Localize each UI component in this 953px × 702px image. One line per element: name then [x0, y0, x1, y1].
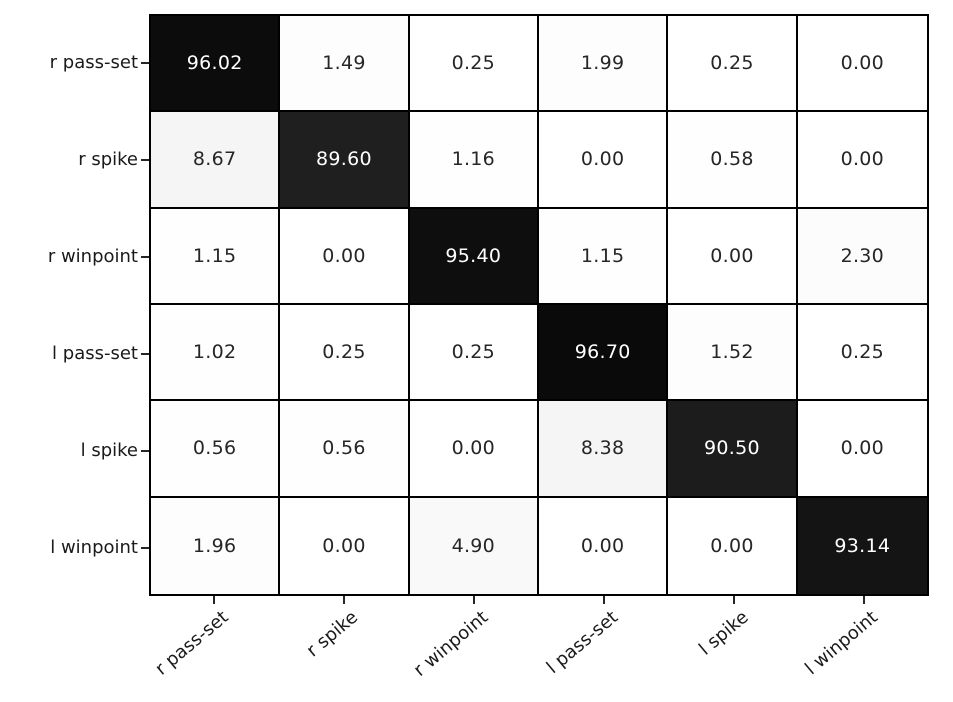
y-tick-label: l winpoint — [50, 536, 138, 558]
x-tick-label: r spike — [302, 606, 363, 662]
matrix-cell: 0.00 — [280, 208, 410, 305]
matrix-cell: 8.38 — [538, 401, 669, 498]
matrix-cell: 1.99 — [538, 16, 669, 113]
cell-value: 0.56 — [192, 437, 237, 460]
cell-value: 1.99 — [580, 52, 625, 75]
y-tick-label: l spike — [80, 439, 138, 461]
y-tick-mark — [141, 61, 149, 64]
cell-value: 0.56 — [322, 437, 366, 460]
matrix-cell: 93.14 — [797, 497, 927, 594]
matrix-cell: 89.60 — [280, 112, 410, 209]
cell-value: 93.14 — [834, 534, 891, 557]
matrix-cell: 0.56 — [151, 401, 281, 498]
x-tick-mark — [603, 596, 605, 604]
cell-value: 0.00 — [840, 52, 885, 75]
cell-value: 96.02 — [186, 52, 243, 75]
matrix-cell: 96.70 — [538, 305, 669, 402]
y-tick-label: l pass-set — [52, 342, 138, 364]
cell-value: 0.00 — [451, 437, 496, 460]
matrix-cell: 0.00 — [538, 497, 669, 594]
cell-value: 0.00 — [580, 148, 625, 171]
cell-value: 1.52 — [710, 341, 754, 364]
matrix-cell: 1.02 — [151, 305, 281, 402]
cell-value: 1.02 — [192, 341, 237, 364]
x-tick-mark — [733, 596, 735, 604]
cell-value: 0.25 — [451, 52, 496, 75]
matrix-cell: 1.16 — [409, 112, 539, 209]
cell-value: 1.96 — [192, 534, 237, 557]
y-tick-label: r spike — [78, 148, 138, 170]
matrix-cell: 2.30 — [797, 208, 927, 305]
matrix-cell: 90.50 — [668, 401, 798, 498]
matrix-cell: 1.49 — [280, 16, 410, 113]
matrix-cell: 0.00 — [538, 112, 669, 209]
matrix-cell: 0.25 — [409, 16, 539, 113]
matrix-cell: 0.25 — [797, 305, 927, 402]
cell-value: 0.25 — [451, 341, 496, 364]
y-tick-mark — [141, 546, 149, 549]
cell-value: 0.00 — [840, 437, 885, 460]
matrix-cell: 95.40 — [409, 208, 539, 305]
x-tick-label: r winpoint — [409, 606, 493, 681]
matrix-cell: 1.15 — [538, 208, 669, 305]
matrix-cell: 0.25 — [668, 16, 798, 113]
cell-value: 0.00 — [322, 244, 366, 267]
x-tick-label: l spike — [694, 606, 753, 660]
cell-value: 0.00 — [322, 534, 366, 557]
y-tick-mark — [141, 352, 149, 355]
matrix-cell: 0.58 — [668, 112, 798, 209]
cell-value: 0.00 — [710, 244, 754, 267]
matrix-cell: 4.90 — [409, 497, 539, 594]
matrix-cell: 0.00 — [797, 112, 927, 209]
cell-value: 95.40 — [445, 244, 502, 267]
cell-value: 1.16 — [451, 148, 496, 171]
cell-value: 96.70 — [574, 341, 631, 364]
cell-value: 1.49 — [322, 52, 366, 75]
cell-value: 0.00 — [840, 148, 885, 171]
matrix-cell: 1.15 — [151, 208, 281, 305]
x-tick-mark — [213, 596, 215, 604]
cell-value: 4.90 — [451, 534, 496, 557]
cell-value: 2.30 — [840, 244, 885, 267]
y-tick-mark — [141, 255, 149, 258]
x-tick-label: r pass-set — [150, 606, 233, 680]
cell-value: 0.58 — [710, 148, 754, 171]
cell-value: 8.67 — [192, 148, 237, 171]
cell-value: 8.38 — [580, 437, 625, 460]
matrix-cell: 0.00 — [797, 401, 927, 498]
cell-value: 1.15 — [192, 244, 237, 267]
matrix-cell: 0.56 — [280, 401, 410, 498]
matrix-cell: 0.00 — [280, 497, 410, 594]
y-tick-label: r pass-set — [49, 51, 138, 73]
matrix-cell: 0.00 — [668, 208, 798, 305]
matrix-cell: 0.25 — [280, 305, 410, 402]
x-tick-mark — [473, 596, 475, 604]
matrix-cell: 1.96 — [151, 497, 281, 594]
matrix-cell: 96.02 — [151, 16, 281, 113]
cell-value: 1.15 — [580, 244, 625, 267]
x-tick-mark — [863, 596, 865, 604]
cell-value: 0.25 — [322, 341, 366, 364]
heatmap-grid: 96.02 1.49 0.25 1.99 0.25 0.00 8.67 89.60 1.16 0.… — [149, 14, 929, 596]
matrix-cell: 0.00 — [409, 401, 539, 498]
matrix-cell: 8.67 — [151, 112, 281, 209]
x-tick-label: l winpoint — [801, 606, 883, 680]
cell-value: 90.50 — [704, 437, 760, 460]
cell-value: 0.25 — [710, 52, 754, 75]
x-tick-mark — [343, 596, 345, 604]
matrix-cell: 0.00 — [797, 16, 927, 113]
y-tick-label: r winpoint — [47, 245, 138, 267]
cell-value: 89.60 — [316, 148, 372, 171]
matrix-cell: 1.52 — [668, 305, 798, 402]
cell-value: 0.00 — [580, 534, 625, 557]
cell-value: 0.00 — [710, 534, 754, 557]
cell-value: 0.25 — [840, 341, 885, 364]
matrix-cell: 0.25 — [409, 305, 539, 402]
x-tick-label: l pass-set — [542, 606, 623, 679]
y-tick-mark — [141, 449, 149, 452]
matrix-cell: 0.00 — [668, 497, 798, 594]
y-tick-mark — [141, 158, 149, 161]
